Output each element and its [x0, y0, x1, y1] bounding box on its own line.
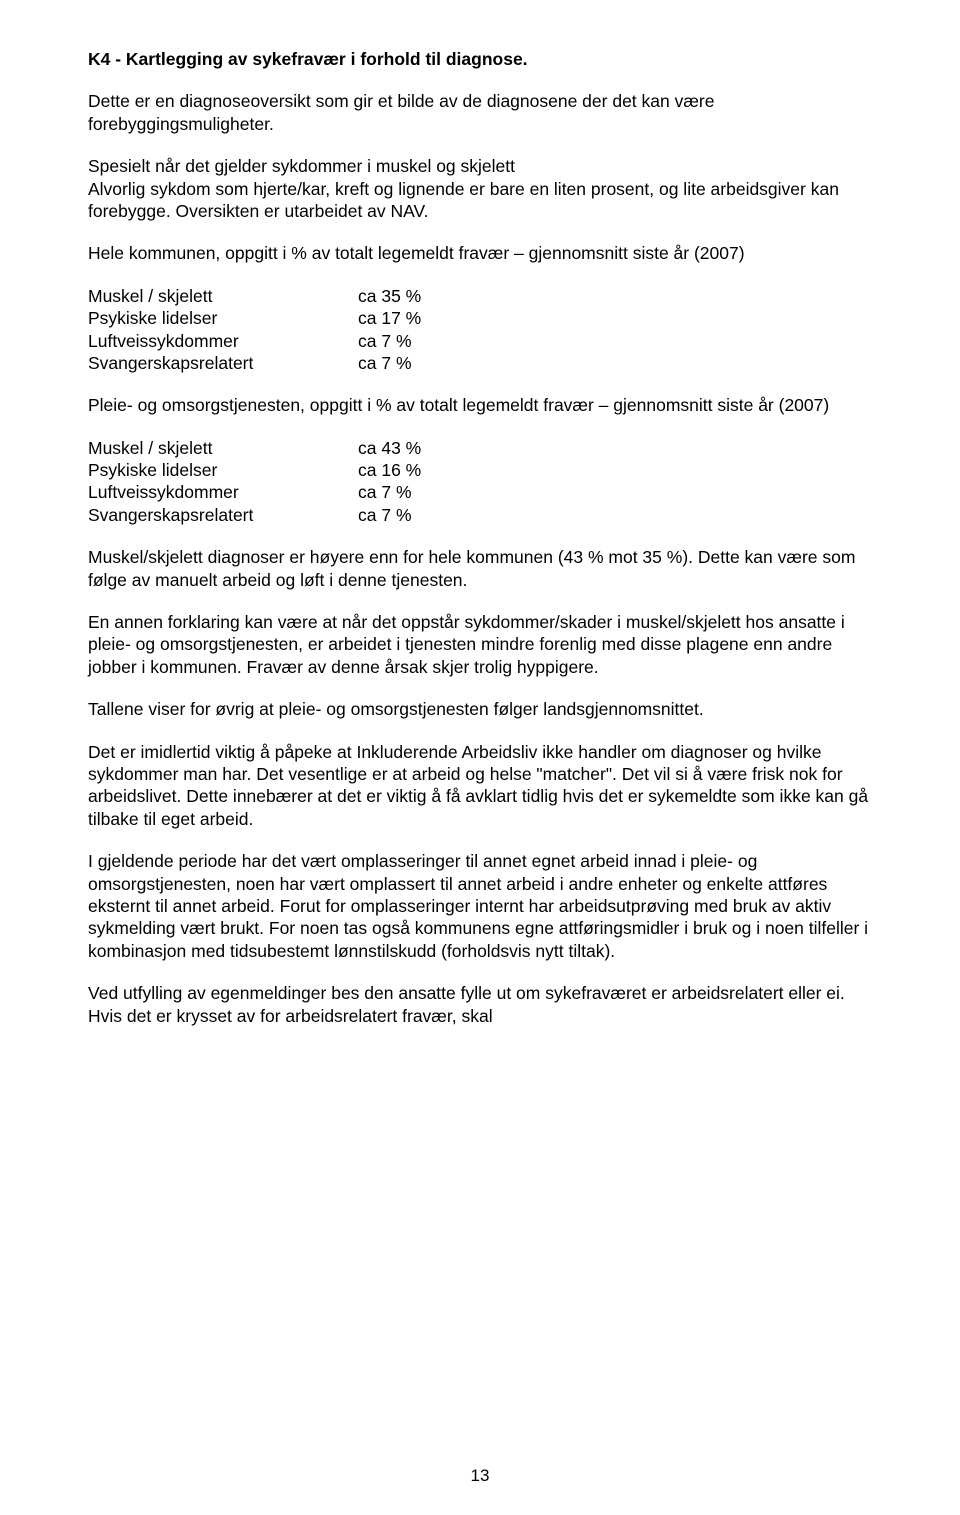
- table-cell-value: ca 7 %: [358, 352, 872, 374]
- table-cell-value: ca 35 %: [358, 285, 872, 307]
- table-cell-label: Luftveissykdommer: [88, 330, 358, 352]
- table-row: Luftveissykdommer ca 7 %: [88, 330, 872, 352]
- table-cell-value: ca 17 %: [358, 307, 872, 329]
- table-cell-label: Svangerskapsrelatert: [88, 504, 358, 526]
- table-cell-value: ca 16 %: [358, 459, 872, 481]
- table-cell-label: Muskel / skjelett: [88, 437, 358, 459]
- document-page: K4 - Kartlegging av sykefravær i forhold…: [0, 0, 960, 1515]
- table-row: Muskel / skjelett ca 43 %: [88, 437, 872, 459]
- table-row: Psykiske lidelser ca 17 %: [88, 307, 872, 329]
- paragraph: Muskel/skjelett diagnoser er høyere enn …: [88, 546, 872, 591]
- paragraph: Hele kommunen, oppgitt i % av totalt leg…: [88, 242, 872, 264]
- paragraph: Dette er en diagnoseoversikt som gir et …: [88, 90, 872, 135]
- paragraph: Spesielt når det gjelder sykdommer i mus…: [88, 155, 872, 222]
- section-heading: K4 - Kartlegging av sykefravær i forhold…: [88, 48, 872, 70]
- table-cell-value: ca 43 %: [358, 437, 872, 459]
- diagnosis-table-kommune: Muskel / skjelett ca 35 % Psykiske lidel…: [88, 285, 872, 375]
- paragraph: Pleie- og omsorgstjenesten, oppgitt i % …: [88, 394, 872, 416]
- paragraph: Det er imidlertid viktig å påpeke at Ink…: [88, 741, 872, 831]
- table-cell-value: ca 7 %: [358, 504, 872, 526]
- table-cell-value: ca 7 %: [358, 481, 872, 503]
- table-cell-value: ca 7 %: [358, 330, 872, 352]
- diagnosis-table-pleie: Muskel / skjelett ca 43 % Psykiske lidel…: [88, 437, 872, 527]
- paragraph: Tallene viser for øvrig at pleie- og oms…: [88, 698, 872, 720]
- table-cell-label: Psykiske lidelser: [88, 459, 358, 481]
- page-number: 13: [0, 1465, 960, 1487]
- table-row: Svangerskapsrelatert ca 7 %: [88, 504, 872, 526]
- table-cell-label: Psykiske lidelser: [88, 307, 358, 329]
- table-row: Svangerskapsrelatert ca 7 %: [88, 352, 872, 374]
- table-cell-label: Luftveissykdommer: [88, 481, 358, 503]
- table-cell-label: Muskel / skjelett: [88, 285, 358, 307]
- paragraph: Ved utfylling av egenmeldinger bes den a…: [88, 982, 872, 1027]
- paragraph: En annen forklaring kan være at når det …: [88, 611, 872, 678]
- table-cell-label: Svangerskapsrelatert: [88, 352, 358, 374]
- text-line: Spesielt når det gjelder sykdommer i mus…: [88, 156, 515, 176]
- table-row: Muskel / skjelett ca 35 %: [88, 285, 872, 307]
- table-row: Luftveissykdommer ca 7 %: [88, 481, 872, 503]
- text-line: Alvorlig sykdom som hjerte/kar, kreft og…: [88, 179, 839, 221]
- paragraph: I gjeldende periode har det vært omplass…: [88, 850, 872, 962]
- table-row: Psykiske lidelser ca 16 %: [88, 459, 872, 481]
